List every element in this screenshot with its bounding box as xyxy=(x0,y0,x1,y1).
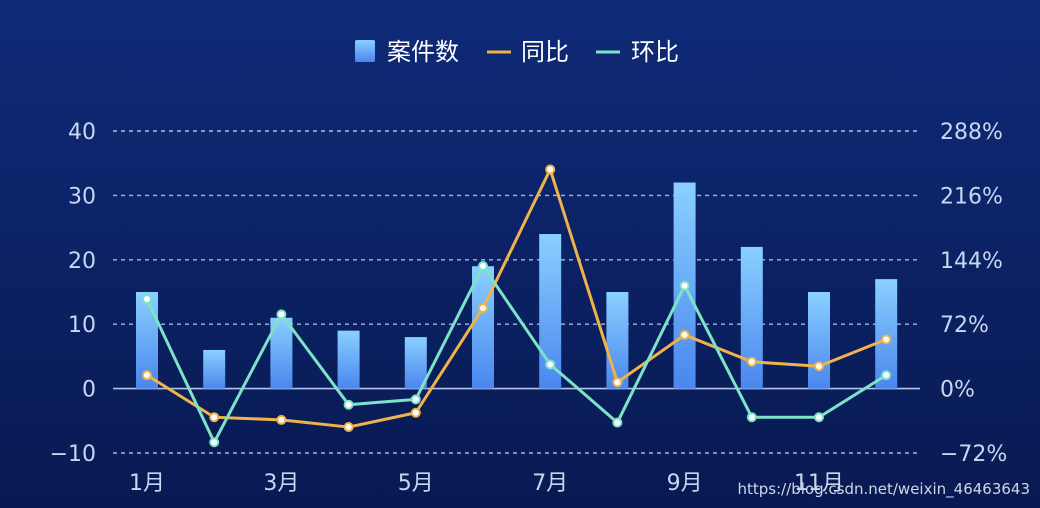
point-yoy-7月[interactable] xyxy=(545,164,556,175)
right-tick-label: 288% xyxy=(940,120,1003,145)
bars xyxy=(136,182,898,389)
point-mom-4月[interactable] xyxy=(343,399,354,410)
right-tick-label: 144% xyxy=(940,249,1003,274)
bar-11月[interactable] xyxy=(808,292,830,389)
point-yoy-10月[interactable] xyxy=(746,356,757,367)
point-mom-3月[interactable] xyxy=(276,309,287,320)
left-tick-label: 40 xyxy=(68,120,96,145)
legend-label-cases: 案件数 xyxy=(387,38,459,66)
x-tick-label: 7月 xyxy=(532,471,568,496)
right-tick-label: 72% xyxy=(940,313,989,338)
x-tick-label: 5月 xyxy=(398,471,434,496)
point-mom-5月[interactable] xyxy=(410,394,421,405)
legend-label-mom: 环比 xyxy=(631,38,679,66)
point-yoy-5月[interactable] xyxy=(410,407,421,418)
legend-bar-swatch xyxy=(355,40,375,62)
point-mom-10月[interactable] xyxy=(746,412,757,423)
left-tick-label: 30 xyxy=(68,184,96,209)
x-tick-label: 11月 xyxy=(794,471,844,496)
bar-4月[interactable] xyxy=(337,330,360,389)
legend-item-mom[interactable]: 环比 xyxy=(596,38,679,66)
bar-1月[interactable] xyxy=(136,292,158,389)
x-tick-label: 3月 xyxy=(263,471,299,496)
point-mom-2月[interactable] xyxy=(209,437,220,448)
point-yoy-6月[interactable] xyxy=(478,303,488,314)
legend-item-yoy[interactable]: 同比 xyxy=(487,38,569,66)
x-tick-label: 1月 xyxy=(129,471,165,496)
point-mom-1月[interactable] xyxy=(142,294,152,305)
x-axis-ticks: 1月 3月 5月 7月 9月 11月 xyxy=(129,471,844,496)
line-series-mom xyxy=(145,264,887,444)
right-axis-ticks: 288% 216% 144% 72% 0% −72% xyxy=(940,120,1007,467)
legend[interactable]: 案件数 同比 环比 xyxy=(355,38,679,66)
bar-2月[interactable] xyxy=(203,349,226,389)
bar-8月[interactable] xyxy=(606,292,629,389)
point-yoy-2月[interactable] xyxy=(209,412,220,423)
gridlines xyxy=(113,130,920,454)
line-series-yoy xyxy=(146,167,887,429)
point-mom-8月[interactable] xyxy=(612,417,623,428)
point-yoy-12月[interactable] xyxy=(881,334,892,345)
bar-7月[interactable] xyxy=(539,234,562,389)
legend-label-yoy: 同比 xyxy=(521,38,569,66)
point-yoy-1月[interactable] xyxy=(142,370,152,381)
bar-12月[interactable] xyxy=(875,279,898,389)
bar-3月[interactable] xyxy=(270,317,293,389)
point-mom-9月[interactable] xyxy=(679,280,690,291)
point-yoy-11月[interactable] xyxy=(814,361,824,372)
bar-10月[interactable] xyxy=(740,246,763,389)
point-mom-12月[interactable] xyxy=(881,370,892,381)
bar-5月[interactable] xyxy=(404,337,427,389)
x-tick-label: 9月 xyxy=(667,471,703,496)
left-tick-label: −10 xyxy=(50,442,96,467)
right-tick-label: 0% xyxy=(940,378,975,403)
point-yoy-8月[interactable] xyxy=(612,377,623,388)
right-tick-label: −72% xyxy=(940,442,1007,467)
point-yoy-9月[interactable] xyxy=(679,329,690,340)
left-tick-label: 0 xyxy=(82,378,96,403)
point-mom-7月[interactable] xyxy=(545,359,556,370)
point-yoy-3月[interactable] xyxy=(276,414,287,425)
lines xyxy=(142,164,892,448)
legend-item-cases[interactable]: 案件数 xyxy=(355,38,459,66)
right-tick-label: 216% xyxy=(940,184,1003,209)
watermark: https://blog.csdn.net/weixin_46463643 xyxy=(737,480,1030,499)
point-mom-6月[interactable] xyxy=(478,261,488,272)
left-axis-ticks: 40 30 20 10 0 −10 xyxy=(50,120,96,467)
point-mom-11月[interactable] xyxy=(814,412,824,423)
point-yoy-4月[interactable] xyxy=(343,422,354,433)
left-tick-label: 20 xyxy=(68,249,96,274)
left-tick-label: 10 xyxy=(68,313,96,338)
